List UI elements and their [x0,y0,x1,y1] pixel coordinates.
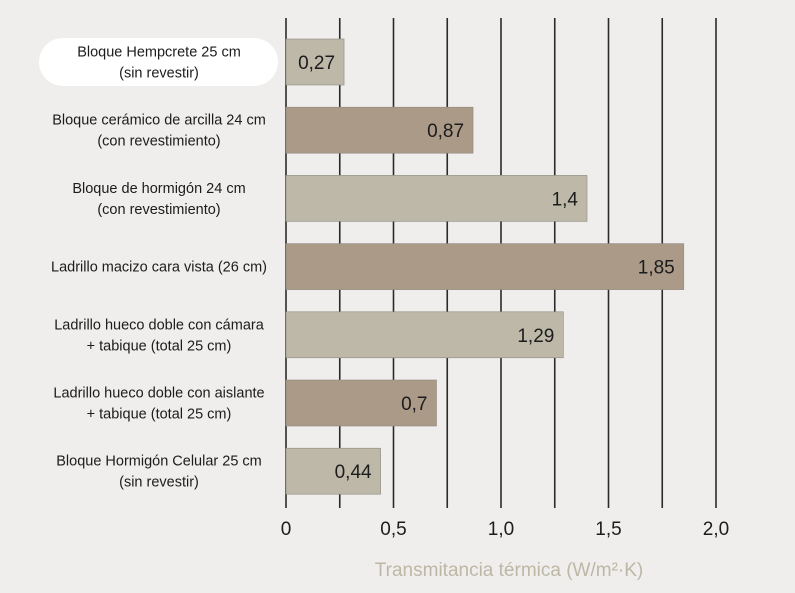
category-label: (sin revestir) [119,66,199,82]
category-label: Bloque cerámico de arcilla 24 cm [52,113,266,129]
bar [285,379,437,427]
category-label: (sin revestir) [119,475,199,491]
x-tick-label: 1,0 [488,519,514,540]
highlight-pill-layer [39,38,278,86]
bar [285,447,381,495]
value-label: 1,85 [638,258,675,279]
highlight-pill [39,38,278,86]
value-label: 0,27 [298,53,335,74]
category-label: + tabique (total 25 cm) [87,407,232,423]
category-label: (con revestimiento) [97,134,220,150]
value-label: 0,7 [401,394,427,415]
bars [285,38,685,495]
bar [285,175,588,222]
x-tick-labels: 0 0,5 1,0 1,5 2,0 [281,519,730,540]
value-label: 0,44 [335,462,372,483]
value-label: 1,29 [517,326,554,347]
bar [285,38,345,86]
value-labels: 0,27 0,87 1,4 1,85 1,29 0,7 0,44 [298,53,675,483]
x-tick-label: 1,5 [595,519,621,540]
bar [285,243,685,290]
category-labels: Bloque Hempcrete 25 cm (sin revestir) Bloq… [51,45,267,491]
category-label: Bloque Hempcrete 25 cm [77,45,241,61]
category-label: Ladrillo hueco doble con cámara [54,317,265,333]
bar [285,311,564,359]
bar [285,106,474,154]
category-label: Ladrillo macizo cara vista (26 cm) [51,260,267,276]
category-label: + tabique (total 25 cm) [87,338,232,354]
x-tick-label: 0 [281,519,292,540]
value-label: 0,87 [427,121,464,142]
category-label: Bloque Hormigón Celular 25 cm [56,454,262,470]
x-tick-label: 0,5 [380,519,406,540]
category-label: Ladrillo hueco doble con aislante [53,386,264,402]
x-axis-title: Transmitancia térmica (W/m²·K) [375,560,643,581]
value-label: 1,4 [552,189,579,210]
category-label: Bloque de hormigón 24 cm [72,181,245,197]
x-tick-label: 2,0 [703,519,729,540]
category-label: (con revestimiento) [97,202,220,218]
